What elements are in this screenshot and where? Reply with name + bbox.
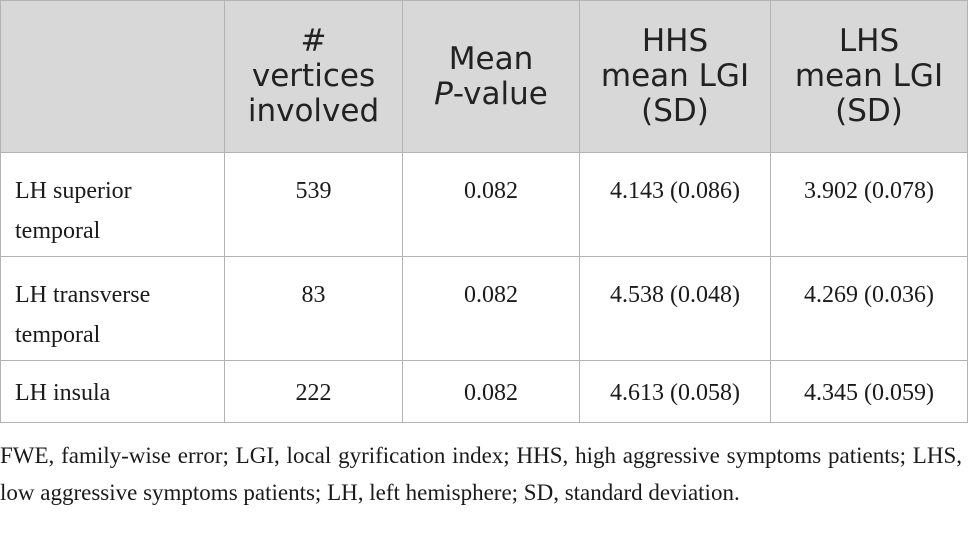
header-vertices-line-3: involved [247,93,380,129]
table-body: LH superior temporal 539 0.082 4.143 (0.… [0,152,968,423]
vertices-cell: 222 [224,360,403,423]
results-table: # vertices involved Mean P-value HHS mea… [0,0,968,423]
header-lhs-line-1: LHS [838,23,900,59]
mean-p-cell: 0.082 [402,360,580,423]
header-hhs-line-1: HHS [641,23,709,59]
region-line-1: LH superior [15,178,132,204]
region-line-1: LH transverse [15,282,151,308]
vertices-cell: 83 [224,256,403,361]
table-footnote: FWE, family-wise error; LGI, local gyrif… [0,443,962,505]
header-vertices-line-2: vertices [251,58,376,94]
header-mean-p-line-1: Mean [448,40,534,77]
lhs-cell: 4.345 (0.059) [770,360,968,423]
header-p-italic: P [434,75,453,112]
header-row: # vertices involved Mean P-value HHS mea… [0,0,968,153]
table-row: LH transverse temporal 83 0.082 4.538 (0… [0,256,968,361]
header-lhs-line-3: (SD) [835,93,903,129]
region-line-2: temporal [15,322,101,348]
table-header: # vertices involved Mean P-value HHS mea… [0,0,968,153]
region-cell: LH insula [0,360,225,423]
lhs-cell: 4.269 (0.036) [770,256,968,361]
table-row: LH superior temporal 539 0.082 4.143 (0.… [0,152,968,257]
vertices-cell: 539 [224,152,403,257]
results-table-container: # vertices involved Mean P-value HHS mea… [0,0,968,423]
mean-p-cell: 0.082 [402,256,580,361]
header-hhs-line-3: (SD) [641,93,709,129]
lhs-cell: 3.902 (0.078) [770,152,968,257]
header-hhs-cell: HHS mean LGI (SD) [579,0,771,153]
hhs-cell: 4.143 (0.086) [579,152,771,257]
region-cell: LH superior temporal [0,152,225,257]
header-p-rest: -value [452,75,548,112]
region-cell: LH transverse temporal [0,256,225,361]
hhs-cell: 4.613 (0.058) [579,360,771,423]
header-lhs-cell: LHS mean LGI (SD) [770,0,968,153]
region-line-2: temporal [15,218,101,244]
header-mean-p-cell: Mean P-value [402,0,580,153]
hhs-cell: 4.538 (0.048) [579,256,771,361]
header-vertices-line-1: # [300,23,327,59]
header-vertices-cell: # vertices involved [224,0,403,153]
header-mean-p-line-2: P-value [409,75,573,112]
mean-p-cell: 0.082 [402,152,580,257]
region-line-1: LH insula [15,380,111,406]
header-lhs-line-2: mean LGI [794,58,944,94]
header-hhs-line-2: mean LGI [600,58,750,94]
header-region-cell [0,0,225,153]
table-row: LH insula 222 0.082 4.613 (0.058) 4.345 … [0,360,968,423]
